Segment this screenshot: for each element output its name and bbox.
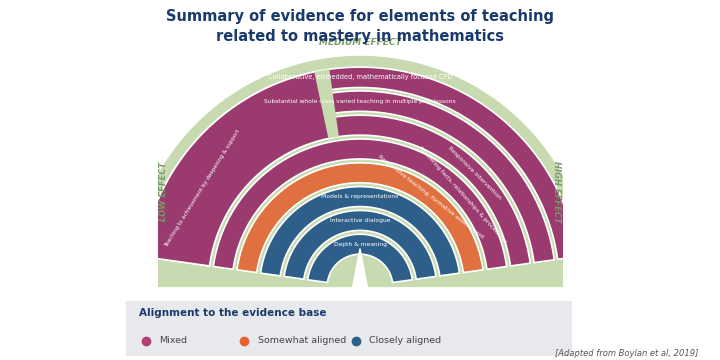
- Polygon shape: [142, 67, 578, 259]
- Text: Responsive teaching, formative assessment: Responsive teaching, formative assessmen…: [377, 154, 485, 240]
- FancyBboxPatch shape: [104, 298, 595, 359]
- Text: Substantial whole class varied teaching in multiple part lessons: Substantial whole class varied teaching …: [264, 99, 456, 104]
- Polygon shape: [190, 115, 530, 266]
- Polygon shape: [142, 71, 333, 266]
- Polygon shape: [307, 234, 413, 283]
- Text: Interactive dialogue: Interactive dialogue: [330, 218, 390, 223]
- Text: Closely aligned: Closely aligned: [369, 336, 441, 345]
- Text: related to mastery in mathematics: related to mastery in mathematics: [216, 29, 504, 44]
- Polygon shape: [129, 56, 591, 287]
- Polygon shape: [314, 69, 339, 139]
- Text: Mastering facts, relationships & procedures: Mastering facts, relationships & procedu…: [418, 145, 508, 244]
- Text: HIGH EFFECT: HIGH EFFECT: [552, 161, 561, 223]
- Polygon shape: [166, 91, 554, 263]
- Text: Alignment to the evidence base: Alignment to the evidence base: [140, 308, 327, 318]
- Text: Depth & meaning: Depth & meaning: [333, 242, 387, 247]
- Text: Mixed: Mixed: [160, 336, 187, 345]
- Text: Teaching to achievement by deepening & support: Teaching to achievement by deepening & s…: [163, 129, 241, 248]
- Text: Summary of evidence for elements of teaching: Summary of evidence for elements of teac…: [166, 9, 554, 24]
- Text: Models & representations: Models & representations: [321, 194, 399, 199]
- Text: LOW EFFECT: LOW EFFECT: [159, 162, 168, 221]
- Polygon shape: [261, 186, 459, 276]
- Text: Somewhat aligned: Somewhat aligned: [258, 336, 346, 345]
- Polygon shape: [353, 248, 367, 287]
- Polygon shape: [284, 211, 436, 279]
- Text: MEDIUM EFFECT: MEDIUM EFFECT: [319, 38, 401, 47]
- Text: [Adapted from Boylan et al, 2019]: [Adapted from Boylan et al, 2019]: [555, 349, 698, 358]
- Polygon shape: [213, 139, 507, 269]
- Text: Collaborative, embedded, mathematically focused CPD: Collaborative, embedded, mathematically …: [268, 74, 452, 80]
- Text: Responsive intervention: Responsive intervention: [447, 145, 502, 200]
- Polygon shape: [237, 163, 483, 273]
